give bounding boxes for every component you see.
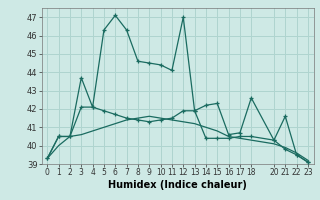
- X-axis label: Humidex (Indice chaleur): Humidex (Indice chaleur): [108, 180, 247, 190]
